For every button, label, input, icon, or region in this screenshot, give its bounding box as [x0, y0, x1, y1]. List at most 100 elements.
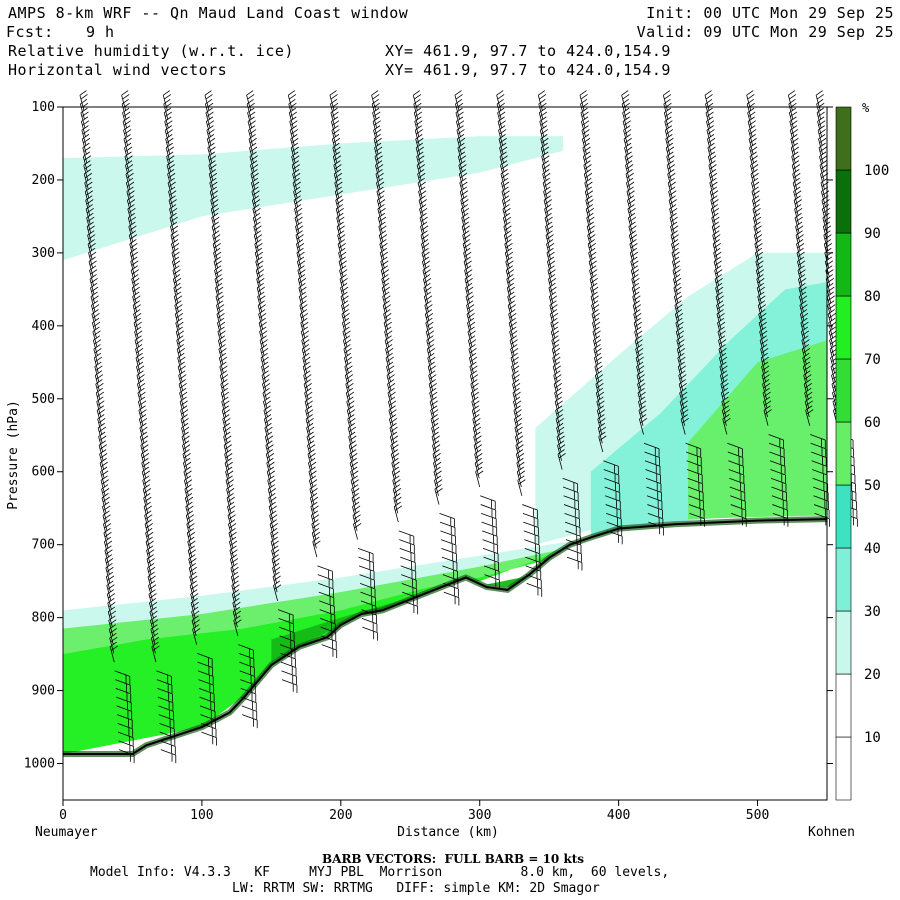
wind-barb — [441, 547, 457, 562]
x-axis-label: Distance (km) — [397, 825, 499, 840]
wind-barb — [605, 504, 622, 519]
wind-barb — [439, 521, 456, 536]
colorbar-unit: % — [862, 101, 870, 115]
wind-barb — [686, 460, 703, 475]
wind-barb — [201, 731, 217, 746]
wind-barb — [233, 615, 242, 636]
wind-barb — [680, 414, 689, 435]
colorbar-tick-label: 100 — [864, 163, 889, 179]
wind-barb — [728, 469, 745, 484]
wind-barb — [480, 504, 497, 519]
wind-barb — [810, 442, 827, 457]
colorbar-bin — [835, 610, 852, 675]
wind-barb — [810, 434, 826, 449]
wind-barb — [483, 565, 500, 580]
x-axis: 0 100 200 300 400 500 — [59, 800, 769, 823]
colorbar-bin — [835, 232, 852, 297]
wind-barb — [482, 547, 499, 562]
wind-barb — [443, 582, 459, 597]
y-tick-label: 300 — [32, 246, 55, 261]
forecast-hours: 9 h — [86, 23, 115, 41]
colorbar-legend: 10 20 30 40 50 60 70 80 90 100 — [835, 106, 889, 801]
wind-barb — [239, 661, 255, 676]
wind-barb — [199, 705, 216, 720]
terrain-surface-line — [63, 518, 828, 756]
wind-barb — [687, 477, 704, 492]
colorbar-tick-label: 40 — [864, 541, 881, 557]
wind-barb — [483, 556, 500, 571]
wind-barb — [728, 460, 744, 475]
wind-barb — [318, 591, 335, 606]
wind-barb — [604, 486, 621, 501]
wind-barb — [480, 495, 496, 510]
wind-barb — [321, 635, 337, 650]
wind-barb — [605, 495, 621, 510]
wind-barb — [402, 600, 419, 615]
wind-barb — [644, 451, 660, 466]
y-tick-label: 800 — [32, 611, 55, 626]
wind-barb — [160, 740, 176, 755]
wind-barb — [644, 460, 661, 475]
wind-barb — [279, 635, 295, 650]
wind-barb — [805, 405, 814, 426]
x-tick-label: 300 — [468, 808, 491, 823]
wind-barb — [280, 661, 297, 676]
wind-barb — [116, 705, 133, 720]
wind-barb — [770, 469, 786, 484]
wind-barb — [686, 451, 702, 466]
wind-barb — [360, 600, 377, 615]
wind-barb — [727, 442, 743, 457]
wind-barb — [439, 512, 455, 527]
wind-barb — [319, 609, 336, 624]
wind-barb — [645, 477, 662, 492]
wind-barb — [526, 582, 543, 597]
colorbar-tick-label: 50 — [864, 478, 881, 494]
terrain-layer — [63, 516, 828, 800]
wind-barb — [768, 442, 785, 457]
wind-barb — [360, 591, 376, 606]
wind-barb — [117, 731, 134, 746]
wind-barb — [524, 547, 541, 562]
wind-barb — [109, 641, 118, 663]
wind-barb — [115, 688, 132, 702]
wind-barb — [562, 477, 579, 492]
wind-barb — [440, 530, 456, 545]
colorbar-bin — [835, 421, 852, 486]
wind-barb — [481, 512, 497, 527]
wind-barb — [318, 582, 334, 597]
wind-barb — [442, 574, 459, 589]
wind-barb — [241, 705, 258, 720]
rh-region-mid-moist-inner-east — [688, 340, 827, 520]
wind-barb — [353, 519, 362, 540]
colorbar-bin — [835, 295, 852, 360]
wind-barb — [281, 670, 297, 685]
wind-barb — [647, 504, 663, 519]
right-endpoint-label: Kohnen — [808, 825, 855, 840]
left-endpoint-label: Neumayer — [35, 825, 98, 840]
colorbar-bin — [835, 106, 852, 171]
init-time: Init: 00 UTC Mon 29 Sep 25 — [646, 4, 894, 22]
wind-barb — [730, 504, 747, 519]
wind-barb — [562, 486, 579, 501]
x-tick-label: 400 — [607, 808, 630, 823]
wind-barb — [357, 547, 374, 562]
wind-barb — [812, 486, 829, 501]
wind-barb — [156, 670, 172, 685]
wind-barb — [117, 714, 133, 729]
wind-barb — [118, 749, 135, 764]
wind-barb — [278, 617, 295, 632]
wind-barb — [317, 574, 334, 589]
wind-barb — [769, 451, 785, 466]
wind-barb — [200, 723, 217, 737]
wind-barb — [563, 504, 580, 519]
wind-barb — [199, 696, 215, 711]
wind-barb — [689, 512, 705, 527]
wind-barb — [398, 530, 415, 545]
wind-barb — [401, 574, 417, 589]
wind-barb — [115, 679, 131, 694]
colorbar-tick-label: 30 — [864, 604, 881, 620]
wind-barb — [524, 539, 540, 554]
wind-barb-layer — [79, 90, 858, 764]
